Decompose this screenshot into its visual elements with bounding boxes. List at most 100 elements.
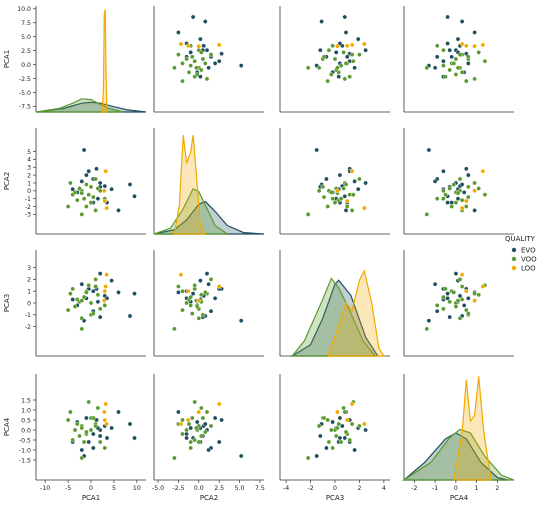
y-tick-label: 1.5 <box>21 397 31 404</box>
point-voo-2 <box>186 421 192 427</box>
point-voo-10 <box>68 409 73 415</box>
point-voo-16 <box>343 429 349 435</box>
point-voo-17 <box>189 415 195 421</box>
point-voo-1 <box>70 437 75 443</box>
point-voo-7 <box>184 427 189 433</box>
point-voo-7 <box>332 56 338 62</box>
y-tick-label: -1.0 <box>19 447 31 454</box>
point-voo-10 <box>68 291 73 296</box>
y-tick-label: 0.5 <box>21 417 31 424</box>
x-tick-label: 0.0 <box>194 485 204 492</box>
point-evo-8 <box>116 290 121 295</box>
x-tick-label: -1 <box>432 485 438 492</box>
point-loo-2 <box>361 41 367 47</box>
legend-label-loo: LOO <box>521 265 536 273</box>
point-loo-2 <box>104 421 109 427</box>
point-voo-16 <box>451 290 457 295</box>
y-axis-label: PCA3 <box>3 294 11 312</box>
panel-pca1-vs-pca4 <box>403 6 514 113</box>
point-voo-18 <box>194 304 200 309</box>
panel-pca2-vs-pca4 <box>403 128 514 235</box>
x-tick-label: -10 <box>40 485 50 492</box>
point-evo-8 <box>472 30 477 35</box>
point-voo-16 <box>84 182 89 187</box>
y-tick-label: 4 <box>27 157 31 164</box>
panel-pca2-vs-pca2 <box>153 128 265 235</box>
kde-loo-pca2 <box>173 135 206 235</box>
point-voo-12 <box>198 50 204 55</box>
x-tick-label: 0 <box>89 485 93 492</box>
point-voo-14 <box>434 43 440 49</box>
point-voo-17 <box>465 54 471 60</box>
point-voo-10 <box>472 291 477 296</box>
point-voo-20 <box>335 65 340 71</box>
point-voo-12 <box>341 405 346 411</box>
point-voo-12 <box>341 50 346 55</box>
legend-marker-loo <box>511 265 517 271</box>
point-evo-11 <box>434 308 440 314</box>
point-evo-9 <box>317 433 323 439</box>
point-voo-12 <box>476 50 482 55</box>
point-evo-15 <box>441 168 446 174</box>
point-loo-1 <box>480 284 486 289</box>
point-loo-1 <box>103 168 108 174</box>
point-loo-3 <box>335 188 340 194</box>
point-evo-8 <box>343 208 349 213</box>
point-evo-6 <box>132 435 137 441</box>
point-voo-9 <box>196 439 202 445</box>
point-voo-0 <box>325 204 331 209</box>
point-evo-16 <box>445 41 450 46</box>
point-voo-2 <box>459 297 465 302</box>
y-tick-label: 3 <box>27 265 31 272</box>
point-voo-11 <box>447 186 453 191</box>
point-voo-13 <box>192 282 197 288</box>
y-tick-label: 1 <box>27 289 31 296</box>
point-voo-5 <box>180 431 185 437</box>
panel-pca3-vs-pca2 <box>153 250 264 357</box>
point-voo-20 <box>335 425 340 431</box>
point-voo-1 <box>443 286 448 292</box>
point-evo-7 <box>198 36 203 42</box>
point-voo-19 <box>93 423 98 429</box>
point-evo-9 <box>447 314 453 320</box>
point-evo-12 <box>97 271 103 276</box>
point-voo-4 <box>188 439 193 445</box>
point-loo-0 <box>463 288 469 294</box>
y-tick-label: -3 <box>25 212 31 219</box>
panel-pca2-vs-pca3 <box>279 128 390 235</box>
point-voo-15 <box>172 455 177 461</box>
point-evo-13 <box>206 281 211 287</box>
point-voo-17 <box>91 415 96 421</box>
point-voo-10 <box>342 409 348 415</box>
point-voo-20 <box>194 425 199 431</box>
legend-label-voo: VOO <box>521 256 537 264</box>
point-loo-2 <box>104 205 109 211</box>
y-tick-label: -1.5 <box>19 457 31 464</box>
point-evo-0 <box>238 453 244 459</box>
point-evo-17 <box>330 419 335 425</box>
point-voo-16 <box>202 290 208 295</box>
point-evo-13 <box>432 179 438 184</box>
point-voo-17 <box>321 415 327 421</box>
point-voo-20 <box>455 190 461 196</box>
point-voo-8 <box>349 208 355 213</box>
point-voo-7 <box>184 56 189 62</box>
point-loo-2 <box>361 421 367 427</box>
point-voo-8 <box>176 52 181 57</box>
point-evo-4 <box>449 54 455 60</box>
point-voo-15 <box>305 65 311 71</box>
point-evo-13 <box>352 447 357 453</box>
point-loo-3 <box>472 298 477 303</box>
x-tick-label: 2 <box>495 485 499 492</box>
point-evo-10 <box>84 415 89 421</box>
point-voo-0 <box>463 78 469 84</box>
panel-pca3-vs-pca3 <box>279 250 390 357</box>
point-evo-11 <box>434 54 440 60</box>
point-loo-3 <box>102 188 107 194</box>
point-voo-19 <box>357 176 362 182</box>
y-tick-label: 2.5 <box>21 48 31 55</box>
point-voo-12 <box>95 292 101 298</box>
point-loo-1 <box>480 42 486 48</box>
point-voo-19 <box>93 176 98 182</box>
x-tick-label: -2.5 <box>172 485 184 492</box>
